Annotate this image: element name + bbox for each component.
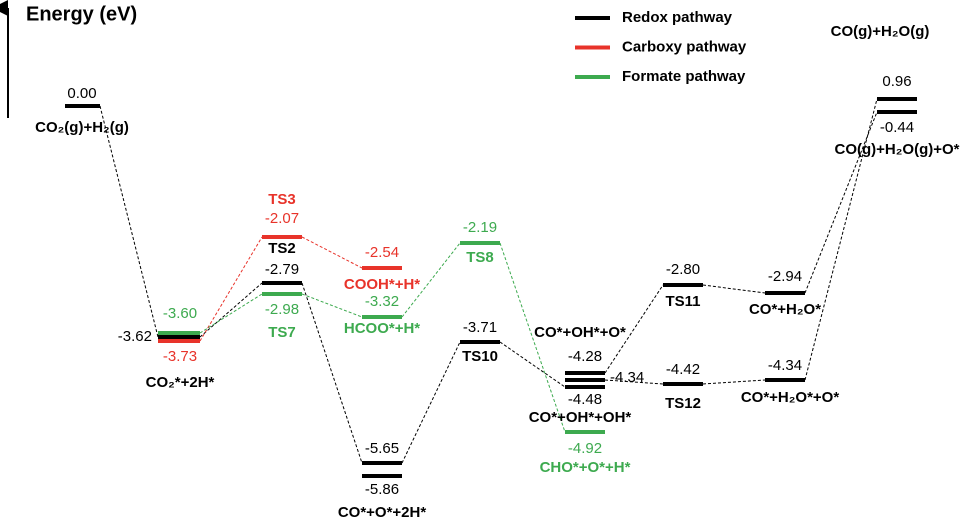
connector: [804, 111, 878, 294]
state-label: CHO*+O*+H*: [540, 459, 631, 476]
legend-label: Carboxy pathway: [622, 38, 747, 55]
energy-value: -2.07: [265, 210, 299, 227]
state-label: TS12: [665, 395, 701, 412]
energy-value: -2.79: [265, 261, 299, 278]
state-label: CO(g)+H₂O(g): [831, 23, 930, 40]
energy-value: -3.71: [463, 319, 497, 336]
state-label: TS10: [462, 348, 498, 365]
axis-label: Energy (eV): [26, 3, 137, 25]
state-label: TS11: [665, 293, 700, 310]
connector: [604, 284, 664, 374]
state-label: CO*+OH*+O*: [534, 324, 626, 341]
energy-value: -5.86: [365, 481, 399, 498]
connector: [499, 341, 566, 388]
state-label: TS3: [268, 191, 296, 208]
legend-label: Formate pathway: [622, 68, 746, 85]
energy-value: 0.96: [882, 73, 911, 90]
state-label: CO*+O*+2H*: [338, 504, 427, 521]
connector: [99, 105, 159, 338]
energy-value: -5.65: [365, 440, 399, 457]
state-label: CO*+OH*+OH*: [529, 409, 632, 426]
state-label: CO*+H₂O*: [749, 301, 821, 318]
energy-value: -3.73: [163, 348, 197, 365]
energy-value: -3.60: [163, 305, 197, 322]
state-label: TS7: [268, 324, 296, 341]
energy-value: -2.94: [768, 268, 802, 285]
energy-value: -4.28: [568, 348, 602, 365]
energy-value: -2.19: [463, 219, 497, 236]
connector: [199, 282, 263, 338]
state-label: TS8: [466, 249, 494, 266]
connector: [199, 293, 263, 334]
energy-value: -2.54: [365, 244, 399, 261]
connector: [301, 293, 363, 318]
state-label: CO₂(g)+H₂(g): [35, 119, 129, 136]
connector: [702, 284, 766, 294]
state-label: HCOO*+H*: [344, 320, 420, 337]
state-label: COOH*+H*: [344, 276, 420, 293]
connector: [401, 242, 461, 318]
energy-value: -2.80: [666, 261, 700, 278]
connector: [499, 242, 566, 433]
state-label: CO₂*+2H*: [146, 374, 215, 391]
energy-value: -4.34: [768, 357, 802, 374]
connector: [199, 236, 263, 342]
connector: [804, 98, 878, 381]
legend-label: Redox pathway: [622, 9, 733, 26]
energy-value: -4.34: [610, 369, 644, 386]
state-label: TS2: [268, 240, 296, 257]
connector: [401, 341, 461, 464]
state-label: CO*+H₂O*+O*: [741, 389, 840, 406]
connector: [702, 379, 766, 385]
connector: [301, 236, 363, 269]
state-label: CO(g)+H₂O(g)+O*: [835, 141, 960, 158]
connector: [301, 282, 363, 464]
energy-value: -2.98: [265, 301, 299, 318]
energy-value: -4.92: [568, 440, 602, 457]
energy-value: -3.62: [118, 328, 152, 345]
energy-value: -4.42: [666, 361, 700, 378]
energy-value: -3.32: [365, 293, 399, 310]
energy-value: -0.44: [880, 119, 914, 136]
energy-value: -4.48: [568, 391, 602, 408]
energy-value: 0.00: [67, 85, 96, 102]
